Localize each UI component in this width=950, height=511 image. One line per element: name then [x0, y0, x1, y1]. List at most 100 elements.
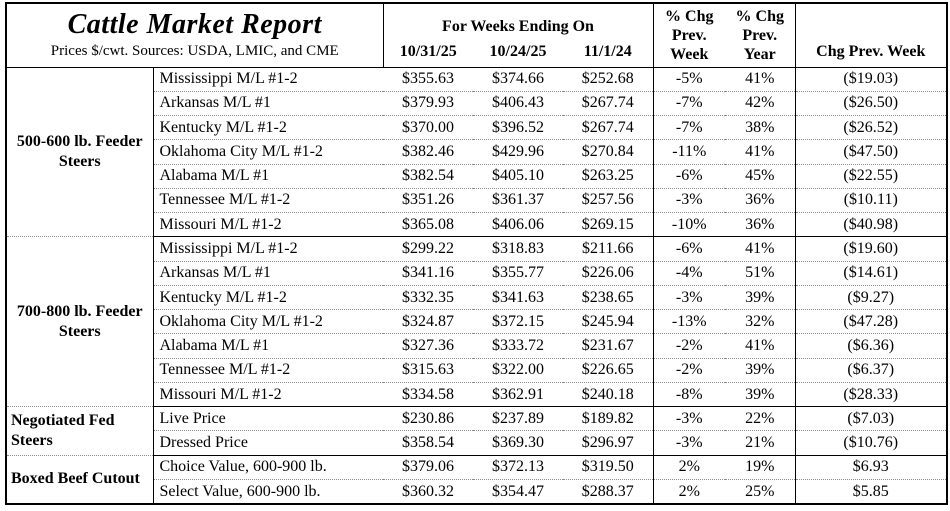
table-row: Tennessee M/L #1-2 $351.26 $361.37 $257.56-… — [6, 188, 947, 214]
table-row: 700-800 lb. Feeder Steers Mississippi M/L… — [6, 236, 947, 408]
value-cell: $189.82 — [563, 406, 653, 432]
value-cell: -7% — [652, 91, 725, 117]
value-cell: $5.85 — [794, 479, 947, 505]
table-row: Alabama M/L #1 $382.54 $405.10 $263.25 -6% 45… — [6, 164, 947, 189]
value-cell: ($26.52) — [794, 115, 947, 141]
value-cell: $267.74 — [563, 91, 653, 117]
value-cell: ($22.55) — [794, 164, 947, 189]
value-cell: $360.32 — [383, 479, 473, 505]
value-cell: $299.22 — [383, 236, 473, 262]
value-cell: $354.47 — [473, 479, 563, 505]
value-cell: $231.67 — [563, 333, 653, 359]
value-cell: $341.63 — [473, 285, 563, 311]
value-cell: $230.86 — [383, 406, 473, 432]
value-cell: $406.06 — [473, 212, 563, 238]
value-cell: $355.77 — [473, 261, 563, 286]
table-row: Negotiated Fed Steers Live Price $230.86 $2… — [6, 406, 947, 456]
value-cell: $382.54 — [383, 164, 473, 189]
row-label: Alabama M/L #1 — [153, 333, 383, 359]
table-row: Tennessee M/L #1-2 $315.63 $322.00 $226.65-… — [6, 358, 947, 383]
row-label: Tennessee M/L #1-2 — [153, 188, 383, 214]
value-cell: $333.72 — [473, 333, 563, 359]
report-table-body: 500-600 lb. Feeder Steers Mississippi M/L… — [6, 67, 947, 505]
value-cell: $334.58 — [383, 382, 473, 408]
row-label: Kentucky M/L #1-2 — [153, 115, 383, 141]
row-label: Oklahoma City M/L #1-2 — [153, 139, 383, 165]
value-cell: $372.13 — [473, 455, 563, 481]
value-cell: ($6.37) — [794, 358, 947, 383]
value-cell: $267.74 — [563, 115, 653, 141]
table-row: Dressed Price $358.54 $369.30 $296.97 -3% 21%… — [6, 430, 947, 456]
value-cell: ($47.28) — [794, 309, 947, 335]
value-cell: $226.06 — [563, 261, 653, 286]
value-cell: -5% — [652, 67, 725, 92]
value-cell: 21% — [725, 430, 795, 456]
row-label: Missouri M/L #1-2 — [153, 212, 383, 238]
value-cell: $372.15 — [473, 309, 563, 335]
value-cell: -2% — [652, 333, 725, 359]
row-label: Kentucky M/L #1-2 — [153, 285, 383, 311]
value-cell: $226.65 — [563, 358, 653, 383]
value-cell: ($9.27) — [794, 285, 947, 311]
value-cell: ($40.98) — [794, 212, 947, 238]
value-cell: -4% — [652, 261, 725, 286]
weeks-ending-header: For Weeks Ending On — [442, 17, 594, 35]
value-cell: $245.94 — [563, 309, 653, 335]
group-label: 700-800 lb. Feeder Steers — [6, 236, 154, 408]
table-row: Missouri M/L #1-2 $365.08 $406.06 $269.15 -1… — [6, 212, 947, 238]
value-cell: ($28.33) — [794, 382, 947, 408]
value-cell: $296.97 — [563, 430, 653, 456]
value-cell: $396.52 — [473, 115, 563, 141]
value-cell: 22% — [725, 406, 795, 432]
value-cell: $429.96 — [473, 139, 563, 165]
value-cell: $6.93 — [794, 455, 947, 481]
row-label: Select Value, 600-900 lb. — [153, 479, 383, 505]
value-cell: 25% — [725, 479, 795, 505]
value-cell: 39% — [725, 358, 795, 383]
value-cell: $237.89 — [473, 406, 563, 432]
value-cell: 39% — [725, 382, 795, 408]
value-cell: -10% — [652, 212, 725, 238]
date-col-header-3: 11/1/24 — [563, 41, 653, 68]
value-cell: -11% — [652, 139, 725, 165]
group-label: Boxed Beef Cutout — [6, 455, 154, 505]
table-row: Select Value, 600-900 lb. $360.32 $354.47 $… — [6, 479, 947, 505]
value-cell: -3% — [652, 188, 725, 214]
row-label: Mississippi M/L #1-2 — [153, 236, 383, 262]
row-label: Missouri M/L #1-2 — [153, 382, 383, 408]
value-cell: 36% — [725, 188, 795, 214]
table-row: Missouri M/L #1-2 $334.58 $362.91 $240.18 -8… — [6, 382, 947, 408]
row-label: Oklahoma City M/L #1-2 — [153, 309, 383, 335]
value-cell: ($7.03) — [794, 406, 947, 432]
table-row: Arkansas M/L #1 $341.16 $355.77 $226.06 -4% 5… — [6, 261, 947, 286]
row-label: Live Price — [153, 406, 383, 432]
row-label: Alabama M/L #1 — [153, 164, 383, 189]
value-cell: ($19.03) — [794, 67, 947, 92]
value-cell: -3% — [652, 430, 725, 456]
date-col-header-1: 10/31/25 — [383, 41, 473, 68]
report-title-block: Cattle Market Report Prices $/cwt. Sourc… — [6, 3, 384, 68]
value-cell: ($10.76) — [794, 430, 947, 456]
value-cell: $288.37 — [563, 479, 653, 505]
row-label: Dressed Price — [153, 430, 383, 456]
pct-chg-prev-week-header: % Chg Prev. Week — [652, 3, 725, 68]
value-cell: 39% — [725, 285, 795, 311]
value-cell: $263.25 — [563, 164, 653, 189]
report-title: Cattle Market Report — [67, 9, 322, 41]
value-cell: $382.46 — [383, 139, 473, 165]
value-cell: $369.30 — [473, 430, 563, 456]
value-cell: $379.06 — [383, 455, 473, 481]
row-label: Choice Value, 600-900 lb. — [153, 455, 383, 481]
chg-prev-week-header: Chg Prev. Week — [794, 3, 947, 68]
value-cell: 51% — [725, 261, 795, 286]
value-cell: -3% — [652, 285, 725, 311]
value-cell: $351.26 — [383, 188, 473, 214]
value-cell: 38% — [725, 115, 795, 141]
cattle-market-report-table: Cattle Market Report Prices $/cwt. Sourc… — [5, 2, 948, 505]
value-cell: $257.56 — [563, 188, 653, 214]
value-cell: $269.15 — [563, 212, 653, 238]
value-cell: 2% — [652, 479, 725, 505]
value-cell: $358.54 — [383, 430, 473, 456]
value-cell: 41% — [725, 236, 795, 262]
value-cell: $324.87 — [383, 309, 473, 335]
